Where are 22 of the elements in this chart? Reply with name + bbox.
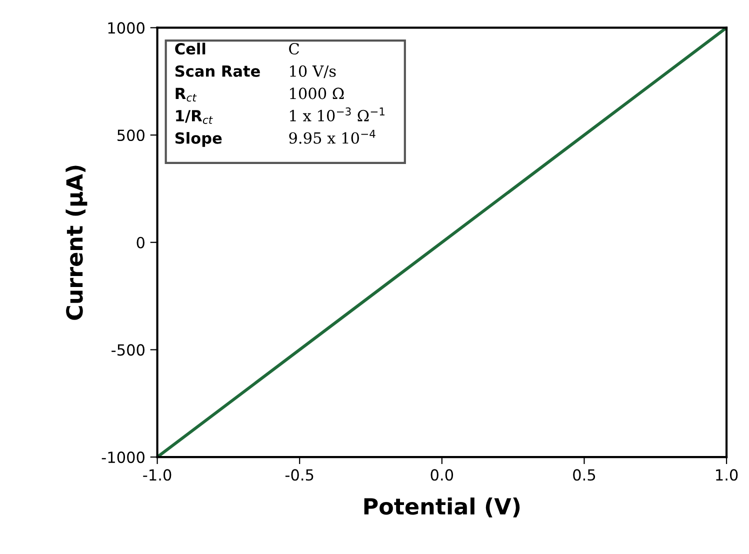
annotation: 10 V/s <box>290 65 336 78</box>
annotation: C <box>289 42 299 55</box>
x-axis-title: Potential (V) <box>364 498 520 518</box>
annotation: 1/R$_{ct}$ <box>176 110 213 124</box>
y-tick-label: 500 <box>118 130 144 142</box>
x-tick-label: 1.0 <box>716 469 738 481</box>
annotation: Cell <box>175 42 206 55</box>
y-tick-label: 0 <box>136 236 144 248</box>
annotation: 9.95 x 10$^{−4}$ <box>289 130 376 144</box>
annotation: Slope <box>175 132 222 147</box>
x-tick-label: -1.0 <box>143 469 172 481</box>
annotation: 1 x 10$^{−3}$ Ω$^{−1}$ <box>290 107 384 122</box>
x-tick-label: 0.0 <box>430 469 454 481</box>
y-axis-title: Current (µA) <box>66 166 88 320</box>
y-tick-label: -1000 <box>102 452 144 464</box>
y-tick-label: -500 <box>112 344 144 356</box>
x-tick-label: 0.5 <box>573 469 596 481</box>
annotation: 1000 Ω <box>290 88 344 100</box>
x-tick-label: -0.5 <box>285 469 314 481</box>
annotation: R$_{ct}$ <box>176 88 197 102</box>
y-tick-label: 1000 <box>108 22 144 34</box>
annotation: Scan Rate <box>175 65 260 77</box>
